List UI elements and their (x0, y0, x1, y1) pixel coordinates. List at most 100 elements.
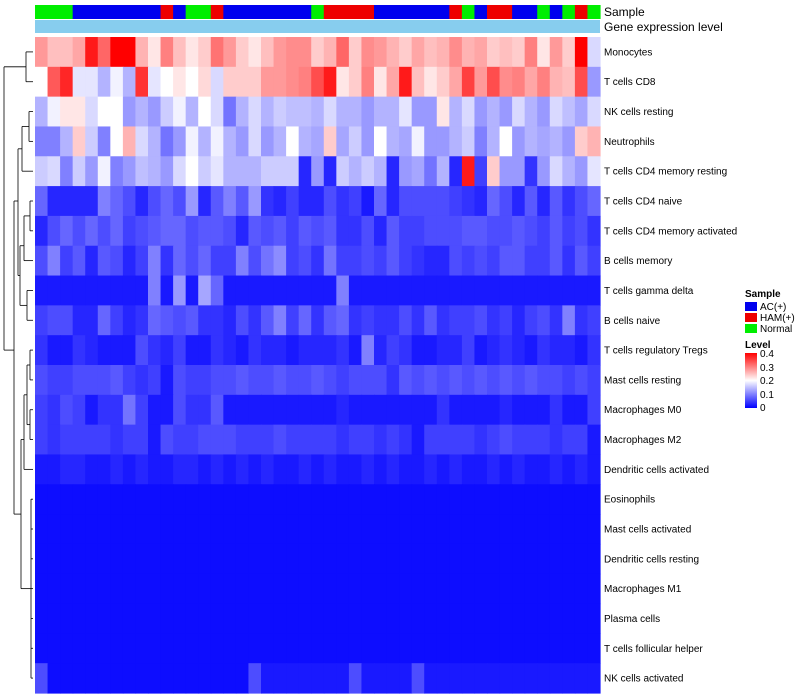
heat-cell-r20-c16 (235, 633, 250, 664)
heat-cell-r15-c29 (399, 484, 413, 515)
sample-cell-35 (474, 5, 488, 19)
heat-cell-r16-c36 (487, 514, 501, 545)
heat-cell-r8-c8 (135, 275, 149, 306)
heat-cell-r9-c35 (474, 305, 488, 336)
heat-cell-r6-c22 (311, 215, 325, 247)
heat-cell-r6-c6 (110, 215, 124, 247)
heat-cell-r1-c37 (499, 66, 513, 98)
heat-cell-r2-c17 (248, 96, 262, 128)
heat-cell-r5-c0 (35, 186, 49, 217)
heat-cell-r5-c24 (336, 186, 350, 217)
heat-cell-r10-c14 (210, 335, 224, 366)
heat-cell-r14-c5 (97, 454, 111, 485)
heat-cell-r19-c40 (537, 603, 551, 634)
heat-cell-r11-c40 (537, 365, 551, 396)
row-label-7: B cells memory (604, 256, 672, 267)
heat-cell-r15-c22 (311, 484, 325, 515)
heat-cell-r3-c24 (336, 126, 350, 157)
heat-cell-r17-c3 (72, 543, 86, 575)
heat-cell-r13-c43 (574, 424, 589, 456)
heat-cell-r15-c26 (361, 484, 375, 515)
heat-cell-r21-c20 (286, 663, 300, 694)
heat-cell-r11-c11 (173, 365, 187, 396)
heat-cell-r3-c44 (587, 126, 601, 157)
gene-expression-annotation-bar (35, 20, 600, 33)
heat-cell-r11-c44 (587, 365, 601, 396)
heat-cell-r15-c14 (210, 484, 224, 515)
heat-cell-r6-c4 (85, 215, 99, 247)
heat-cell-r13-c41 (549, 424, 563, 456)
sample-cell-43 (574, 5, 589, 19)
heat-cell-r13-c21 (298, 424, 312, 456)
heat-cell-r20-c43 (574, 633, 589, 664)
heat-cell-r11-c8 (135, 365, 149, 396)
heat-cell-r5-c26 (361, 186, 375, 217)
heat-cell-r17-c18 (261, 543, 275, 575)
heat-cell-r19-c42 (562, 603, 576, 634)
heat-cell-r13-c34 (461, 424, 476, 456)
heat-cell-r4-c26 (361, 156, 375, 187)
heat-cell-r14-c10 (160, 454, 174, 485)
heat-cell-r10-c38 (512, 335, 526, 366)
heat-cell-r16-c8 (135, 514, 149, 545)
heat-cell-r20-c22 (311, 633, 325, 664)
heat-cell-r14-c4 (85, 454, 99, 485)
heat-cell-r7-c26 (361, 245, 375, 277)
heat-cell-r9-c3 (72, 305, 86, 336)
heat-cell-r9-c6 (110, 305, 124, 336)
heat-cell-r12-c40 (537, 394, 551, 426)
heat-cell-r16-c35 (474, 514, 488, 545)
heat-cell-r3-c32 (436, 126, 450, 157)
heat-cell-r9-c24 (336, 305, 350, 336)
heat-cell-r12-c2 (60, 394, 74, 426)
heat-cell-r15-c21 (298, 484, 312, 515)
heat-cell-r12-c37 (499, 394, 513, 426)
heat-cell-r11-c6 (110, 365, 124, 396)
heat-cell-r2-c21 (298, 96, 312, 128)
heat-cell-r7-c25 (348, 245, 363, 277)
heat-cell-r14-c40 (537, 454, 551, 485)
row-label-12: Macrophages M0 (604, 405, 682, 416)
heat-cell-r17-c10 (160, 543, 174, 575)
heat-cell-r16-c28 (386, 514, 400, 545)
heat-cell-r1-c3 (72, 66, 86, 98)
heat-cell-r1-c13 (198, 66, 212, 98)
heat-cell-r9-c32 (436, 305, 450, 336)
heat-cell-r4-c27 (374, 156, 388, 187)
heat-cell-r8-c27 (374, 275, 388, 306)
row-label-13: Macrophages M2 (604, 435, 682, 446)
heat-cell-r12-c6 (110, 394, 124, 426)
heat-cell-r14-c21 (298, 454, 312, 485)
heat-cell-r20-c35 (474, 633, 488, 664)
heat-cell-r6-c24 (336, 215, 350, 247)
sample-cell-21 (298, 5, 312, 19)
heat-cell-r6-c16 (235, 215, 250, 247)
heat-cell-r1-c16 (235, 66, 250, 98)
heat-cell-r4-c34 (461, 156, 476, 187)
heat-cell-r14-c6 (110, 454, 124, 485)
heat-cell-r6-c1 (47, 215, 61, 247)
heat-cell-r4-c5 (97, 156, 111, 187)
heat-cell-r0-c32 (436, 37, 450, 68)
heat-cell-r1-c33 (449, 66, 463, 98)
heat-cell-r10-c19 (273, 335, 287, 366)
heat-cell-r11-c22 (311, 365, 325, 396)
heat-cell-r7-c15 (223, 245, 237, 277)
heat-cell-r17-c21 (298, 543, 312, 575)
heat-cell-r6-c27 (374, 215, 388, 247)
heat-cell-r2-c42 (562, 96, 576, 128)
heat-cell-r14-c3 (72, 454, 86, 485)
heat-cell-r20-c44 (587, 633, 601, 664)
heat-cell-r9-c11 (173, 305, 187, 336)
heat-cell-r11-c10 (160, 365, 174, 396)
heat-cell-r2-c22 (311, 96, 325, 128)
heat-cell-r15-c27 (374, 484, 388, 515)
heat-cell-r19-c3 (72, 603, 86, 634)
heat-cell-r2-c5 (97, 96, 111, 128)
heat-cell-r3-c6 (110, 126, 124, 157)
heat-cell-r16-c1 (47, 514, 61, 545)
heat-cell-r20-c13 (198, 633, 212, 664)
heat-cell-r6-c36 (487, 215, 501, 247)
heat-cell-r1-c27 (374, 66, 388, 98)
sample-cell-14 (210, 5, 224, 19)
